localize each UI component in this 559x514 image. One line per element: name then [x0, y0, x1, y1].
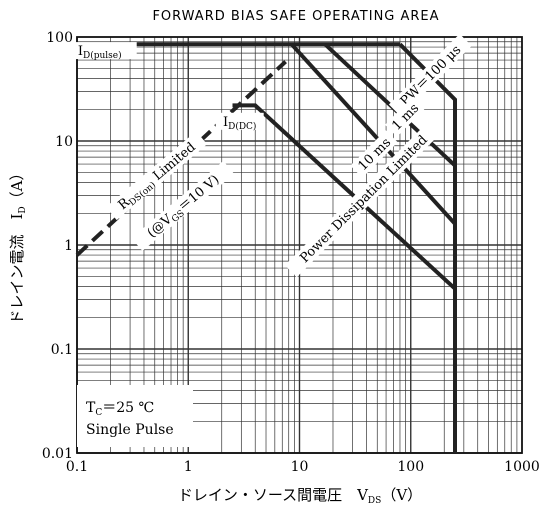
label-bg [62, 42, 137, 60]
x-axis-label: ドレイン・ソース間電圧 VDS（V） [178, 486, 422, 506]
series-line-dc [232, 103, 457, 291]
x-tick-label: 0.1 [66, 459, 88, 475]
label-bg [284, 120, 442, 278]
label-text-id-dc: ID(DC) [223, 115, 256, 132]
label-text-id-pulse: ID(pulse) [78, 44, 122, 61]
label-bg [131, 160, 235, 252]
y-tick-label: 100 [46, 30, 73, 46]
x-axis-label-unit: （V） [381, 486, 422, 504]
series-lines [75, 42, 457, 453]
x-axis-label-main: ドレイン・ソース間電圧 V [178, 486, 369, 504]
x-tick-label: 1 [184, 459, 193, 475]
series-line-rds [75, 60, 287, 257]
plot-frame [76, 36, 523, 454]
y-axis-label-unit: （A） [8, 166, 26, 207]
label-id-dc: ID(DC) [215, 112, 264, 132]
x-tick-label: 1000 [504, 459, 540, 475]
series-line-pw100 [398, 42, 457, 453]
label-id-pulse: ID(pulse) [62, 42, 137, 61]
label-bg [215, 112, 264, 130]
label-bg [105, 131, 208, 221]
x-axis-label-sub: DS [368, 496, 381, 506]
y-axis-label: ドレイン電流 ID（A） [8, 166, 28, 325]
y-axis-label-sub: D [18, 206, 28, 213]
label-bg [384, 96, 426, 137]
note-line2: Single Pulse [86, 422, 174, 438]
label-bg [388, 33, 472, 117]
series-line-ms10 [290, 42, 457, 226]
x-tick-labels: 0.1 1 10 100 1000 [66, 459, 540, 475]
y-tick-label: 10 [55, 134, 73, 150]
y-tick-label: 0.1 [51, 342, 73, 358]
x-tick-label: 10 [291, 459, 309, 475]
note-box [77, 385, 193, 447]
y-tick-label: 0.01 [42, 446, 73, 462]
chart-title: FORWARD BIAS SAFE OPERATING AREA [152, 9, 439, 24]
y-tick-label: 1 [64, 238, 73, 254]
y-tick-labels: 0.01 0.1 1 10 100 [42, 30, 73, 462]
x-tick-label: 100 [397, 459, 424, 475]
label-bg [350, 130, 398, 178]
condition-note: TC＝25 ℃ Single Pulse [77, 385, 193, 447]
note-line1: TC＝25 ℃ [86, 400, 154, 418]
y-axis-label-main: ドレイン電流 I [8, 213, 26, 324]
